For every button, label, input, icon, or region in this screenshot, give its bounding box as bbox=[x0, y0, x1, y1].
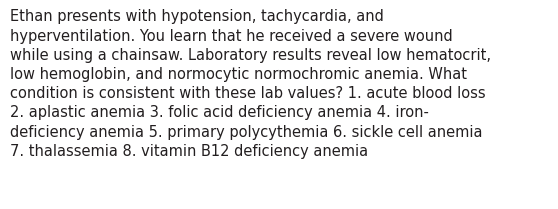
Text: Ethan presents with hypotension, tachycardia, and
hyperventilation. You learn th: Ethan presents with hypotension, tachyca… bbox=[10, 9, 491, 159]
